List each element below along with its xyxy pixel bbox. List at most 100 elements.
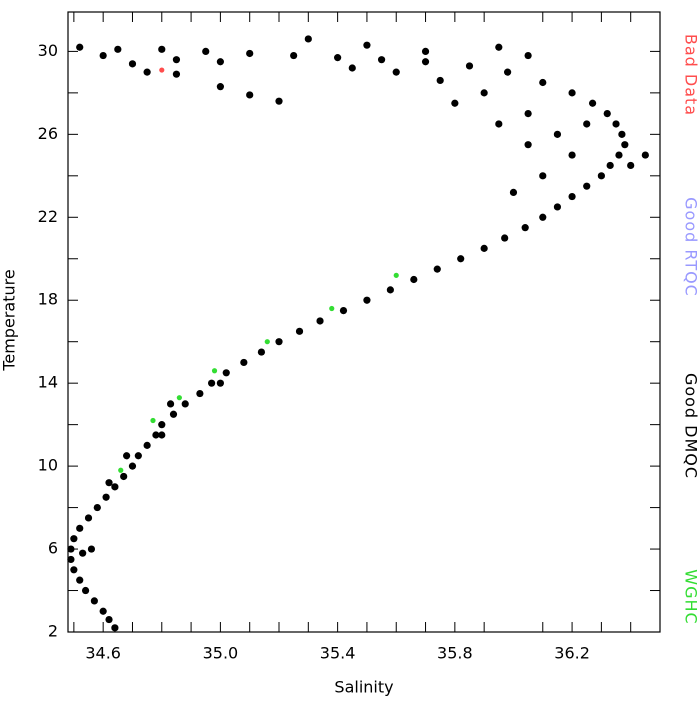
point (583, 120, 590, 127)
x-tick-label: 35.8 (437, 644, 473, 663)
y-tick-label: 14 (38, 373, 58, 392)
point (481, 89, 488, 96)
point (217, 380, 224, 387)
point (177, 395, 182, 400)
point (642, 151, 649, 158)
point (615, 151, 622, 158)
point (173, 71, 180, 78)
point (167, 400, 174, 407)
point (290, 52, 297, 59)
point (437, 77, 444, 84)
point (363, 42, 370, 49)
point (607, 162, 614, 169)
point (144, 442, 151, 449)
point (246, 50, 253, 57)
point (539, 214, 546, 221)
y-tick-label: 30 (38, 41, 58, 60)
point (334, 54, 341, 61)
point (182, 400, 189, 407)
point (88, 545, 95, 552)
point (129, 60, 136, 67)
y-tick-label: 6 (48, 539, 58, 558)
point (158, 421, 165, 428)
point (604, 110, 611, 117)
y-tick-label: 22 (38, 207, 58, 226)
point (525, 110, 532, 117)
point (111, 624, 118, 631)
point (457, 255, 464, 262)
point (554, 203, 561, 210)
point (627, 162, 634, 169)
point (111, 483, 118, 490)
point (129, 463, 136, 470)
legend-label: Bad Data (682, 34, 700, 116)
point (393, 69, 400, 76)
point (525, 52, 532, 59)
y-tick-label: 10 (38, 456, 58, 475)
x-tick-label: 35.0 (203, 644, 239, 663)
point (422, 48, 429, 55)
point (522, 224, 529, 231)
legend-label: Good RTQC (682, 197, 700, 297)
point (363, 297, 370, 304)
point (208, 380, 215, 387)
point (481, 245, 488, 252)
point (82, 587, 89, 594)
point (76, 44, 83, 51)
point (434, 266, 441, 273)
point (76, 525, 83, 532)
point (495, 44, 502, 51)
x-tick-label: 36.2 (554, 644, 590, 663)
point (158, 431, 165, 438)
point (70, 535, 77, 542)
point (170, 411, 177, 418)
point (114, 46, 121, 53)
point (275, 338, 282, 345)
point (67, 556, 74, 563)
point (100, 608, 107, 615)
point (554, 131, 561, 138)
y-tick-label: 26 (38, 124, 58, 143)
point (158, 46, 165, 53)
point (618, 131, 625, 138)
point (349, 64, 356, 71)
point (621, 141, 628, 148)
point (85, 514, 92, 521)
point (144, 69, 151, 76)
point (258, 348, 265, 355)
point (67, 545, 74, 552)
point (217, 83, 224, 90)
point (501, 234, 508, 241)
point (102, 494, 109, 501)
point (202, 48, 209, 55)
point (94, 504, 101, 511)
point (612, 120, 619, 127)
point (105, 479, 112, 486)
point (159, 67, 164, 72)
x-tick-label: 35.4 (320, 644, 356, 663)
point (275, 98, 282, 105)
point (378, 56, 385, 63)
point (525, 141, 532, 148)
point (91, 597, 98, 604)
point (568, 89, 575, 96)
point (305, 35, 312, 42)
legend-label: Good DMQC (682, 373, 700, 479)
y-tick-label: 18 (38, 290, 58, 309)
point (422, 58, 429, 65)
point (150, 418, 155, 423)
point (329, 306, 334, 311)
point (118, 468, 123, 473)
point (510, 189, 517, 196)
point (135, 452, 142, 459)
point (539, 79, 546, 86)
point (70, 566, 77, 573)
x-tick-label: 34.6 (85, 644, 121, 663)
point (217, 58, 224, 65)
point (568, 151, 575, 158)
point (539, 172, 546, 179)
point (100, 52, 107, 59)
point (240, 359, 247, 366)
point (296, 328, 303, 335)
point (173, 56, 180, 63)
